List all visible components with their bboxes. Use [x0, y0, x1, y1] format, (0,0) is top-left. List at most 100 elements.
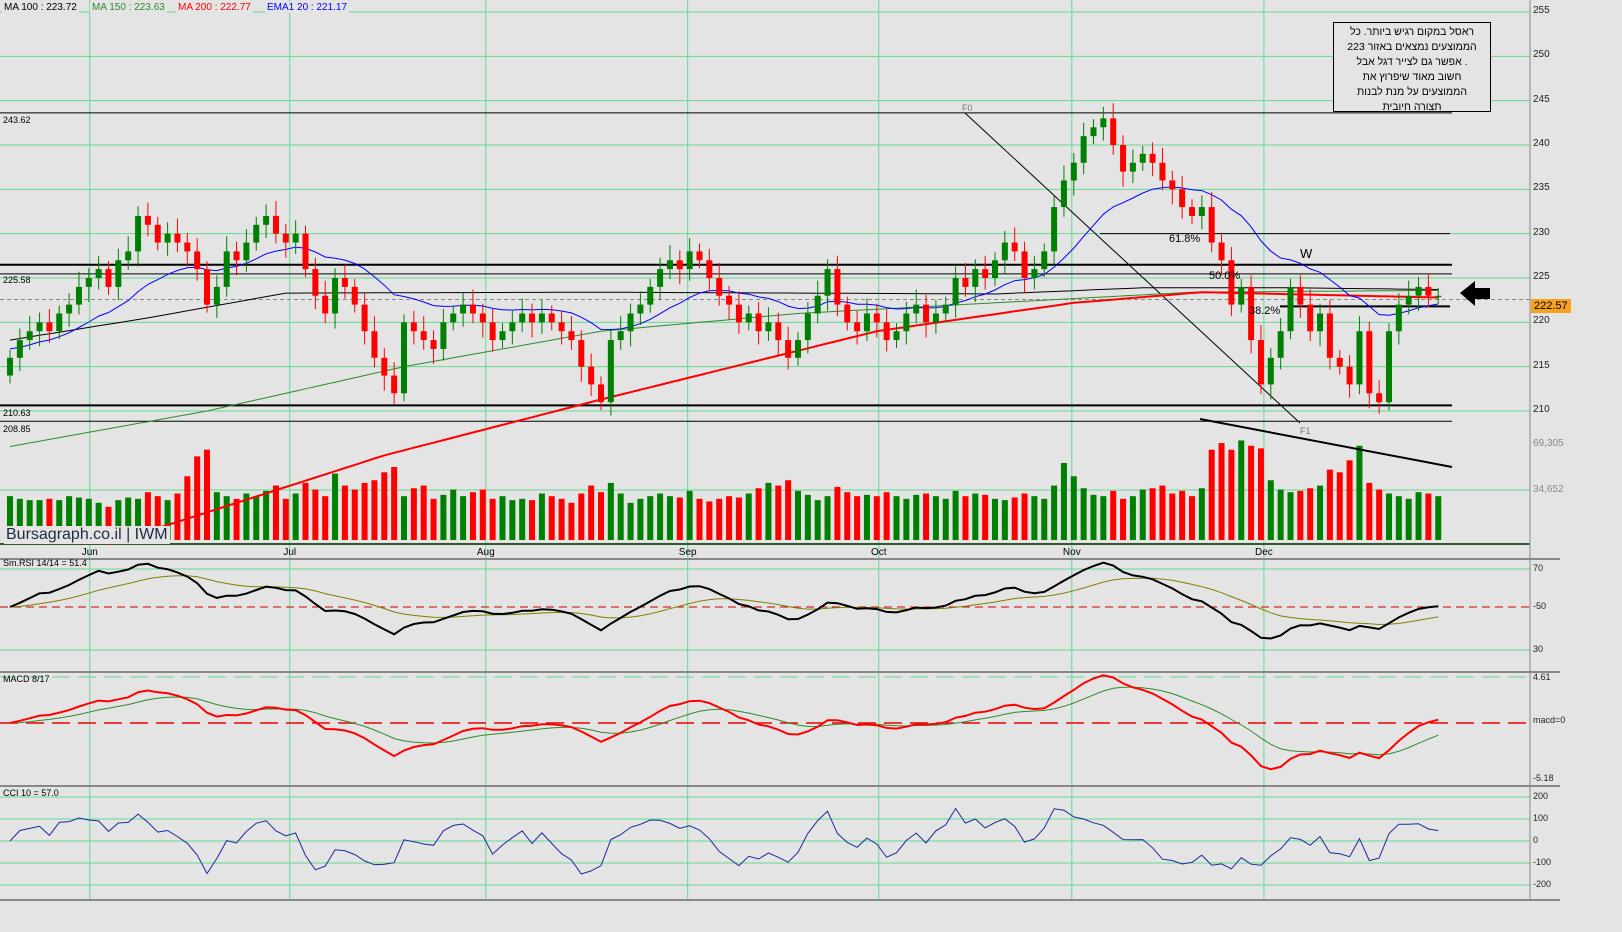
- volume-bar: [401, 496, 407, 540]
- volume-bar: [7, 496, 13, 540]
- volume-bar: [223, 496, 230, 540]
- candle-body: [144, 215, 151, 225]
- candle-body: [1139, 153, 1146, 163]
- volume-bar: [893, 496, 900, 540]
- candle-body: [765, 322, 772, 332]
- candle-body: [184, 242, 191, 252]
- volume-bar: [243, 493, 250, 540]
- candle-body: [932, 313, 939, 323]
- ma100-legend: MA 100 : 223.72: [2, 2, 79, 13]
- volume-axis-top: 69,305: [1533, 438, 1564, 449]
- candle-body: [1070, 162, 1077, 181]
- volume-bar: [1248, 445, 1255, 540]
- volume-bar: [1297, 490, 1304, 540]
- volume-bar: [519, 498, 526, 540]
- volume-bar: [814, 500, 821, 540]
- volume-bar: [992, 498, 998, 540]
- macd-panel-label: MACD 8/17: [3, 674, 50, 684]
- logo-text: Bursagraph.co.il | IWM: [4, 526, 170, 544]
- volume-bar: [391, 466, 398, 540]
- fib-50-label: 50.0%: [1209, 270, 1241, 282]
- candle-body: [854, 322, 861, 332]
- volume-bar: [1001, 500, 1008, 540]
- candle-body: [519, 313, 526, 323]
- volume-bar: [16, 498, 23, 540]
- candle-body: [676, 260, 683, 270]
- candle-body: [66, 304, 73, 314]
- volume-bar: [1031, 496, 1038, 540]
- volume-bar: [548, 496, 555, 540]
- candle-body: [263, 215, 270, 225]
- cci-tick: -200: [1533, 879, 1552, 889]
- candle-body: [1287, 286, 1294, 332]
- price-tick: 210: [1533, 404, 1550, 415]
- candle-body: [962, 278, 969, 287]
- volume-bar: [1021, 493, 1028, 540]
- volume-bar: [420, 485, 427, 540]
- volume-bar: [164, 500, 171, 540]
- candle-body: [1346, 366, 1353, 385]
- note-line: ראסל במקום רגיש ביותר. כל: [1349, 26, 1475, 38]
- volume-bar: [913, 494, 920, 540]
- candle-body: [223, 251, 230, 287]
- volume-bar: [1041, 498, 1048, 540]
- volume-bar: [952, 490, 959, 540]
- candle-body: [489, 322, 496, 341]
- candle-body: [834, 269, 841, 305]
- macd-line: [9, 674, 1439, 771]
- candle-body: [213, 286, 220, 305]
- macd-signal-line: [9, 686, 1439, 756]
- volume-bar: [302, 482, 309, 540]
- last-price-badge: 222.57: [1531, 299, 1571, 313]
- volume-bar: [1139, 489, 1146, 540]
- candle-body: [1031, 269, 1038, 279]
- volume-bar: [1110, 490, 1117, 540]
- note-line: . אפשר גם לצייר דגל אבל: [1356, 56, 1468, 68]
- volume-bar: [479, 489, 486, 540]
- volume-bar: [903, 498, 910, 540]
- volume-bar: [1198, 488, 1205, 540]
- candle-body: [125, 251, 132, 261]
- volume-bar: [745, 493, 752, 540]
- candle-body: [1257, 340, 1264, 385]
- volume-bar: [637, 498, 644, 540]
- candle-body: [401, 322, 407, 394]
- month-label: Jul: [283, 547, 297, 558]
- volume-bar: [1070, 476, 1077, 540]
- volume-bar: [1376, 489, 1383, 540]
- candle-body: [1277, 331, 1284, 358]
- candle-body: [1169, 180, 1176, 190]
- candle-body: [726, 295, 733, 305]
- candle-body: [1376, 393, 1383, 403]
- volume-bar: [440, 494, 447, 540]
- candle-body: [85, 278, 92, 287]
- candle-body: [253, 224, 260, 243]
- volume-bar: [686, 490, 693, 540]
- volume-bar: [844, 492, 851, 540]
- candle-body: [1267, 357, 1274, 385]
- candle-body: [1051, 207, 1058, 252]
- candle-body: [312, 269, 319, 296]
- price-tick: 230: [1533, 226, 1550, 238]
- rsi-tick: -50: [1533, 601, 1547, 611]
- volume-bar: [795, 490, 801, 540]
- volume-bar: [607, 482, 614, 540]
- candle-body: [538, 313, 545, 323]
- candle-body: [36, 322, 43, 332]
- candle-body: [588, 366, 595, 385]
- volume-bar: [46, 498, 53, 540]
- volume-bar: [469, 492, 476, 540]
- candle-body: [1297, 286, 1304, 305]
- volume-bar: [361, 482, 368, 540]
- volume-bar: [184, 476, 191, 540]
- volume-bar: [410, 488, 417, 540]
- candle-body: [992, 260, 998, 279]
- cci-tick: 100: [1533, 813, 1549, 823]
- candle-body: [578, 340, 585, 367]
- candle-body: [361, 304, 368, 332]
- candle-body: [174, 233, 181, 243]
- candle-body: [627, 313, 634, 332]
- volume-bar: [85, 498, 92, 540]
- candle-body: [824, 269, 831, 296]
- volume-bar: [1120, 498, 1127, 540]
